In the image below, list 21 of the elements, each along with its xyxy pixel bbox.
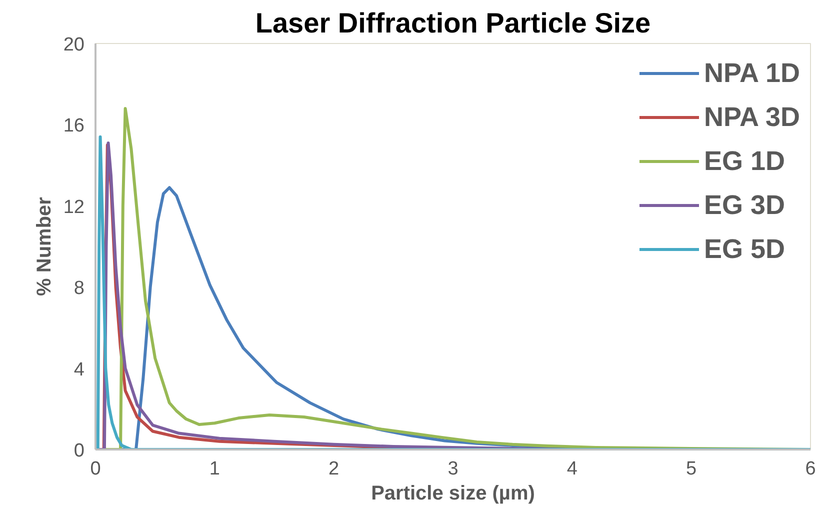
legend-label: EG 1D [704,144,785,178]
x-tick-label: 4 [566,458,578,480]
y-axis-title: % Number [33,196,56,296]
y-tick-label: 8 [74,278,85,300]
legend-label: NPA 1D [704,56,800,90]
x-tick-label: 3 [448,458,458,480]
y-tick-label: 20 [63,34,85,56]
x-tick-label: 2 [328,458,340,480]
y-tick-label: 16 [63,116,85,137]
x-tick-label: 6 [805,458,816,480]
legend-label: EG 5D [704,232,785,266]
x-axis-title: Particle size (µm) [371,482,535,504]
y-tick-label: 4 [74,359,85,380]
x-tick-label: 1 [209,458,220,480]
legend-label: NPA 3D [704,100,800,134]
legend-label: EG 3D [704,188,785,222]
y-tick-label: 12 [63,196,85,218]
chart-title: Laser Diffraction Particle Size [255,8,651,38]
y-tick-label: 0 [74,440,85,462]
x-tick-label: 5 [686,458,697,480]
x-tick-label: 0 [90,458,101,480]
